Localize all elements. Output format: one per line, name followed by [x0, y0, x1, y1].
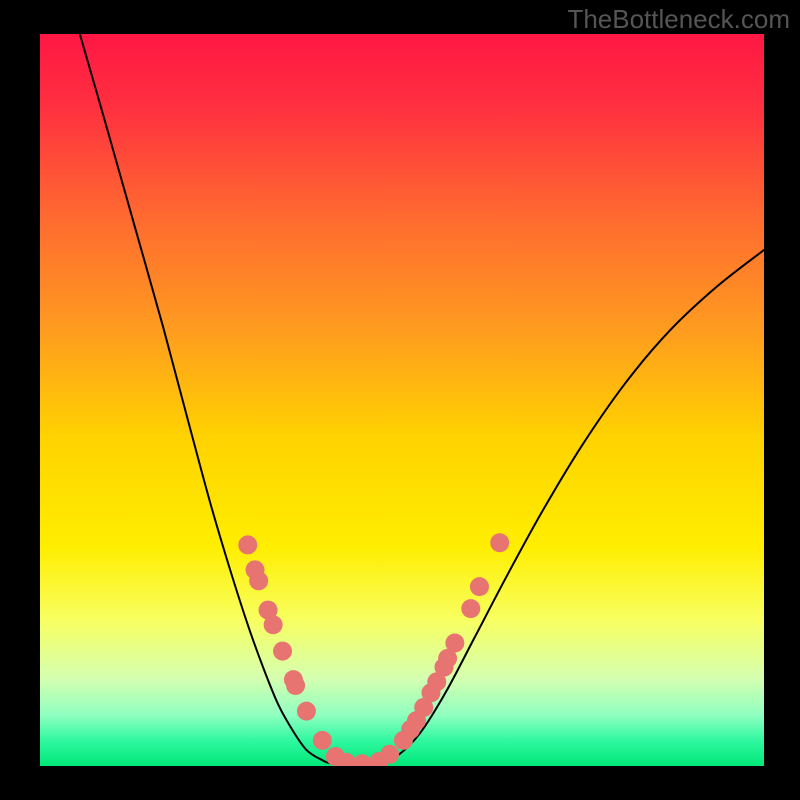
stage: TheBottleneck.com [0, 0, 800, 800]
data-marker [470, 577, 489, 596]
data-marker [249, 571, 268, 590]
data-marker [380, 745, 399, 764]
data-marker [286, 676, 305, 695]
data-marker [490, 533, 509, 552]
data-marker [297, 702, 316, 721]
data-marker [461, 599, 480, 618]
data-marker [353, 754, 372, 773]
data-marker [313, 731, 332, 750]
data-marker [238, 535, 257, 554]
plot-background [40, 34, 764, 766]
data-marker [273, 642, 292, 661]
data-marker [445, 634, 464, 653]
watermark-text: TheBottleneck.com [567, 4, 790, 35]
data-marker [264, 615, 283, 634]
bottleneck-chart [0, 0, 800, 800]
